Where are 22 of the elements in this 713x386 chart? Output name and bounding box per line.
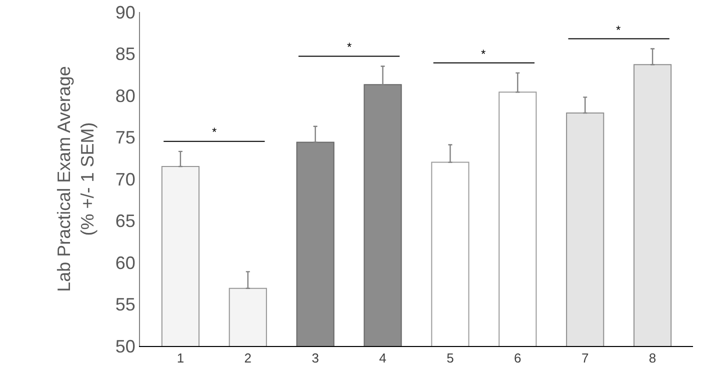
x-tick-label: 1 [176,350,184,366]
annotation: * [212,125,217,139]
y-tick-label: 65 [115,211,136,232]
y-tick-label: 90 [115,2,136,22]
y-axis-title: Lab Practical Exam Average (% +/- 1 SEM) [54,66,98,292]
y-tick-label: 80 [115,86,136,106]
x-tick-label: 3 [312,350,319,366]
x-tick-label: 4 [379,350,386,366]
annotation: * [481,47,486,61]
y-tick-label: 50 [115,336,136,356]
annotation: * [616,23,621,37]
x-tick-label: 7 [581,350,589,366]
x-tick-label: 6 [514,350,522,366]
y-tick-label: 55 [115,294,136,315]
y-tick-label: 85 [115,44,136,64]
y-tick-label: 75 [115,128,136,148]
x-tick-label: 8 [648,350,656,366]
y-tick-label: 70 [115,169,136,190]
y-tick-label: 60 [115,252,136,273]
annotation: * [347,40,352,54]
x-tick-label: 2 [244,350,252,366]
x-tick-label: 5 [446,350,454,366]
